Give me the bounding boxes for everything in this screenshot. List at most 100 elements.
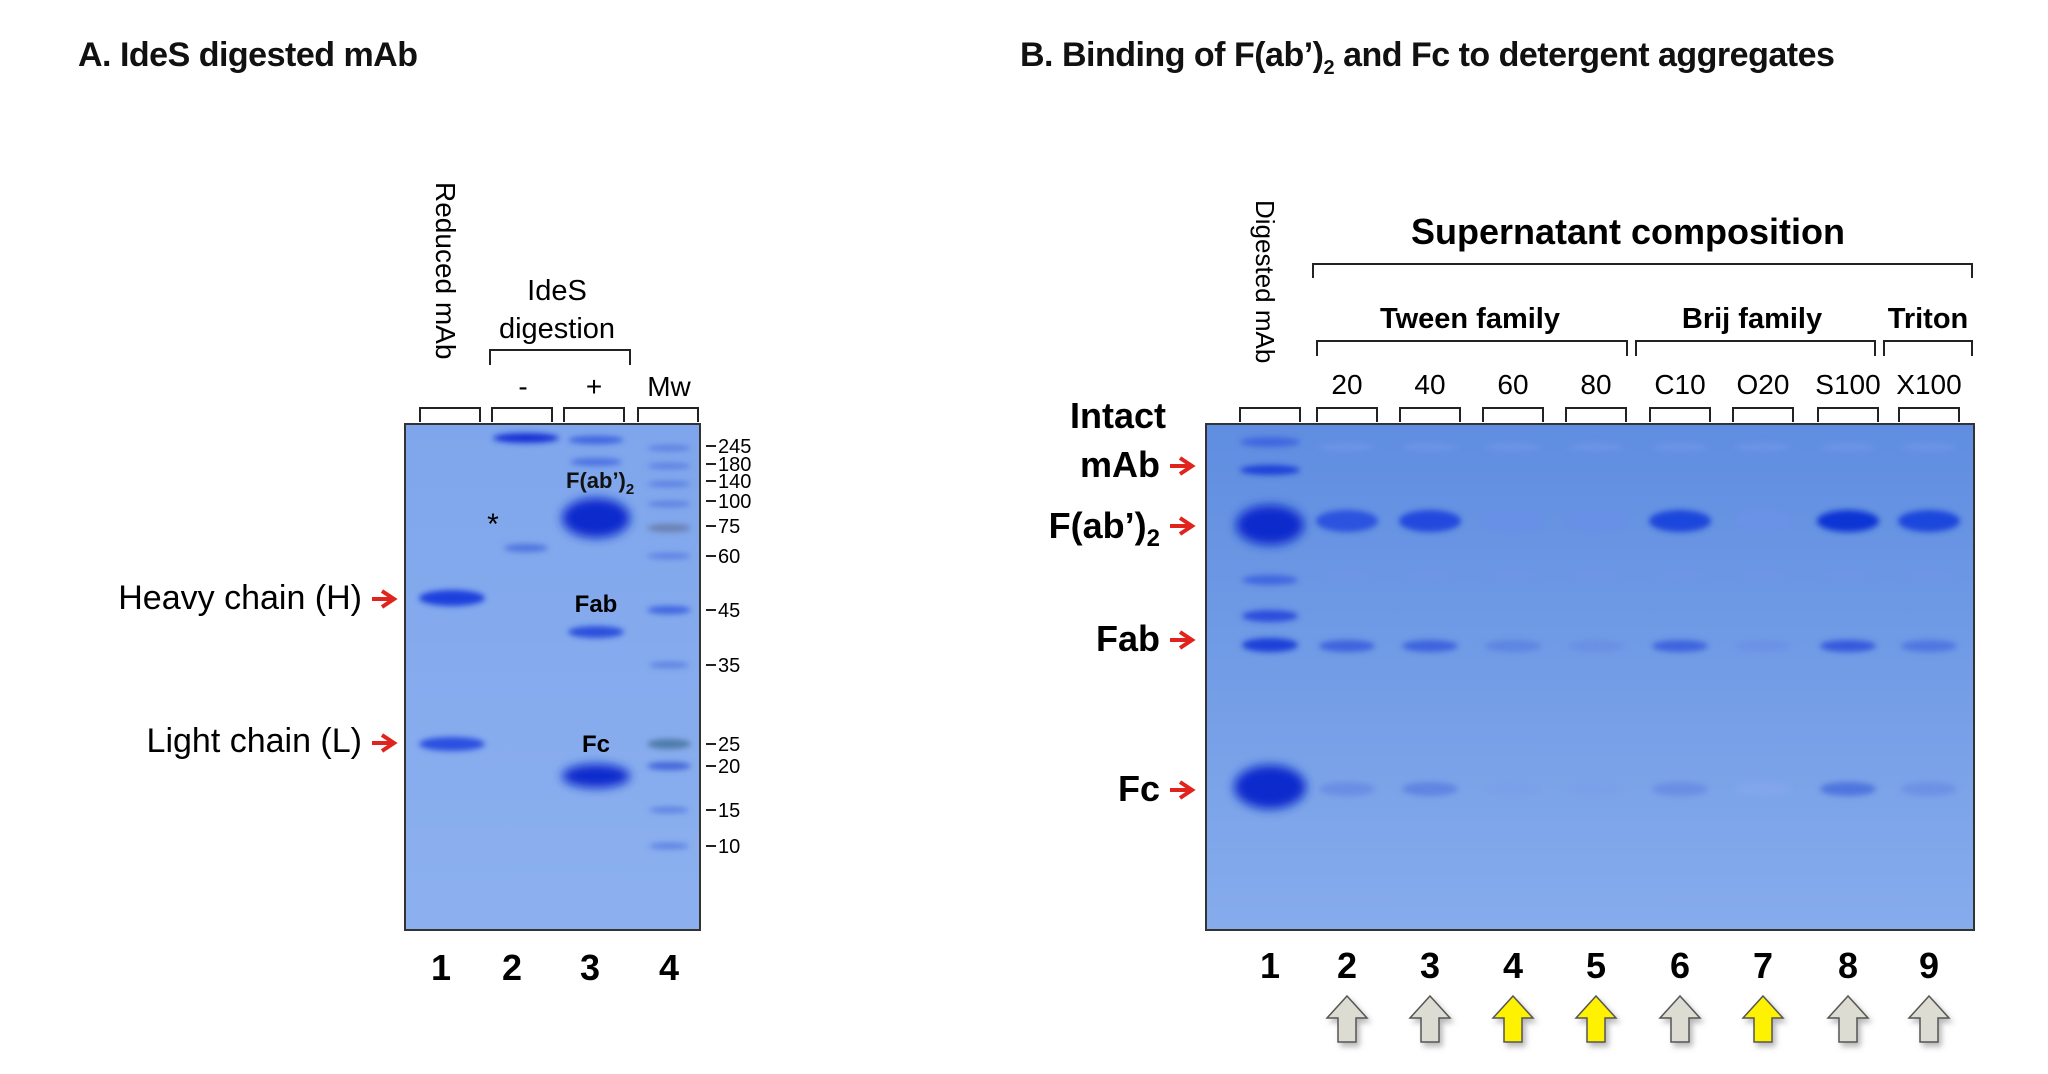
lane-number: 4: [1503, 945, 1523, 986]
intact-band: [1402, 443, 1458, 451]
supernatant-bracket: [1312, 263, 1973, 278]
fab-band: [1735, 640, 1791, 652]
fab-band: [568, 626, 624, 638]
intact-band: [1568, 443, 1624, 451]
marker-value: 180: [718, 454, 751, 476]
panel-a-title: A. IdeS digested mAb: [78, 36, 418, 74]
intact-band: [1652, 443, 1708, 451]
marker-value: 25: [718, 734, 740, 756]
lane-bracket: [1239, 407, 1301, 422]
marker-value: 20: [718, 756, 740, 778]
lane-header-minus: -: [518, 371, 527, 402]
fab2-arrow: [1170, 516, 1196, 536]
fc-band: [1402, 782, 1458, 796]
minor-band: [1570, 571, 1622, 579]
fab2-band: [1817, 510, 1879, 532]
lane-number: 7: [1753, 945, 1773, 986]
lane-brackets-b: [1239, 407, 1960, 422]
fc-label-b: Fc: [1118, 768, 1160, 809]
fc-arrow: [1170, 780, 1196, 800]
light-chain-band: [419, 737, 485, 751]
intact-band: [1735, 443, 1791, 451]
faint-band-lane2: [504, 544, 548, 552]
minor-band: [1737, 571, 1789, 579]
lane1-bands-b: [1234, 437, 1306, 809]
fab2-band: [1482, 510, 1544, 532]
detergent-label: O20: [1737, 369, 1790, 400]
up-arrow-icon: [1408, 994, 1452, 1043]
up-arrow-icon: [1491, 994, 1535, 1043]
fab-band: [1319, 640, 1375, 652]
up-arrow-icon: [1741, 994, 1785, 1043]
intact-band: [1485, 443, 1541, 451]
marker-value: 35: [718, 655, 740, 677]
lane-numbers-a: 1 2 3 4: [431, 947, 679, 988]
fc-band: [1319, 782, 1375, 796]
up-arrow-icon: [1574, 994, 1618, 1043]
marker-value: 15: [718, 800, 740, 822]
intact-band: [1820, 443, 1876, 451]
ladder-bands: [647, 445, 691, 849]
lane-bracket: [1316, 407, 1378, 422]
digested-mab-label: Digested mAb: [1250, 200, 1280, 363]
intact-arrow: [1170, 456, 1196, 476]
fab-band: [1402, 640, 1458, 652]
detergent-label: 80: [1580, 369, 1611, 400]
gel-a: [404, 423, 701, 931]
supernatant-label: Supernatant composition: [1411, 211, 1845, 252]
minor-band: [1903, 571, 1955, 579]
intact-band-lane2: [493, 433, 559, 443]
minor-band: [1321, 571, 1373, 579]
up-arrows: [1325, 994, 1951, 1043]
lane-number: 6: [1670, 945, 1690, 986]
lane3-top-band: [568, 436, 624, 444]
brij-family-label: Brij family: [1682, 303, 1822, 335]
marker-value: 60: [718, 546, 740, 568]
fab2-band: [1732, 510, 1794, 532]
sample-bands-b: [1316, 443, 1960, 796]
panel-a: Reduced mAb IdeS digestion - + Mw * F(ab…: [118, 182, 751, 988]
lane-number: 1: [1260, 945, 1280, 986]
fab-band: [1485, 640, 1541, 652]
lane-number: 2: [1337, 945, 1357, 986]
heavy-chain-arrow: [372, 589, 398, 609]
up-arrow-icon: [1658, 994, 1702, 1043]
fc-band: [562, 764, 630, 788]
ides-label: IdeS: [527, 275, 587, 307]
intact-label-line1: Intact: [1070, 395, 1166, 436]
gel-b: [1205, 423, 1975, 931]
fc-band: [1901, 782, 1957, 796]
heavy-chain-label: Heavy chain (H): [118, 579, 362, 617]
minor-band: [1822, 571, 1874, 579]
lane-number: 4: [659, 947, 679, 988]
light-chain-arrow: [372, 733, 398, 753]
marker-value: 100: [718, 491, 751, 513]
fab-label-b: Fab: [1096, 618, 1160, 659]
heavy-chain-band: [419, 590, 485, 606]
digestion-label: digestion: [499, 313, 615, 345]
up-arrow-icon: [1907, 994, 1951, 1043]
lane-header-plus: +: [586, 371, 602, 402]
lane-number: 8: [1838, 945, 1858, 986]
lane-bracket: [1565, 407, 1627, 422]
marker-value: 245: [718, 436, 751, 458]
minor-band: [1487, 571, 1539, 579]
fab2-band: [1316, 510, 1378, 532]
fc-label-a: Fc: [582, 731, 610, 758]
marker-value: 75: [718, 516, 740, 538]
fab-band: [1652, 640, 1708, 652]
lane-bracket: [1898, 407, 1960, 422]
fc-band: [1485, 782, 1541, 796]
fc-band: [1820, 782, 1876, 796]
reduced-mab-label: Reduced mAb: [430, 182, 461, 359]
lane-bracket: [1817, 407, 1879, 422]
star-mark: *: [487, 508, 499, 541]
lane-bracket: [1399, 407, 1461, 422]
lane-brackets-a: [419, 349, 699, 422]
lane-bracket: [1732, 407, 1794, 422]
detergent-headers: 20 40 60 80 C10 O20 S100 X100: [1331, 369, 1961, 400]
fab-band: [1820, 640, 1876, 652]
fab2-band: [1565, 510, 1627, 532]
fab-band: [1568, 640, 1624, 652]
